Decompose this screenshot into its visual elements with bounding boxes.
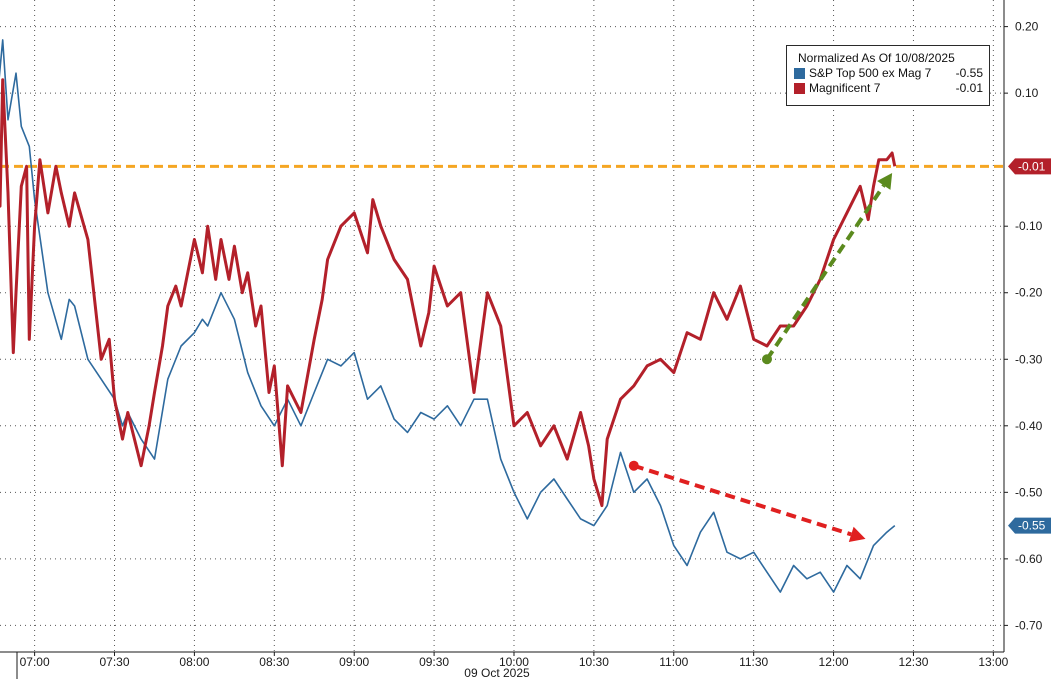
- annotation-arrow-head: [877, 172, 893, 190]
- annotation-arrow-start-dot: [628, 460, 639, 471]
- y-tick-label: 0.20: [1015, 20, 1039, 34]
- x-tick-label: 09:00: [339, 655, 369, 669]
- y-tick-label: 0.10: [1015, 86, 1039, 100]
- x-tick-label: 10:00: [499, 655, 529, 669]
- x-tick-label: 10:30: [579, 655, 609, 669]
- x-tick-label: 08:30: [259, 655, 289, 669]
- x-axis-ticks: 07:00 07:30 08:00 08:30 09:00 09:30 10:00 10:30…: [16, 652, 1009, 679]
- x-tick-label: 07:30: [99, 655, 129, 669]
- legend: Normalized As Of 10/08/2025 S&P Top 500 …: [786, 45, 990, 106]
- x-tick-label: 08:00: [179, 655, 209, 669]
- series-layer: [0, 39, 897, 593]
- legend-value: -0.01: [955, 81, 983, 95]
- annotation-arrows: [628, 172, 893, 543]
- x-axis-date-label: 09 Oct 2025: [464, 666, 530, 679]
- annotation-arrow-head: [848, 526, 866, 543]
- y-tick-label: -0.50: [1015, 485, 1043, 499]
- x-tick-label: 13:00: [978, 655, 1008, 669]
- y-tick-label: -0.70: [1015, 618, 1043, 632]
- legend-swatch-sp-ex-mag7: [794, 68, 805, 79]
- y-tick-label: -0.10: [1015, 219, 1043, 233]
- series-line-mag7: [0, 78, 897, 508]
- end-label-flag: [1008, 517, 1051, 534]
- end-label-flag: [1008, 158, 1051, 175]
- y-tick-label: -0.60: [1015, 552, 1043, 566]
- y-tick-label: -0.20: [1015, 286, 1043, 300]
- legend-item-sp-ex-mag7: S&P Top 500 ex Mag 7 -0.55: [794, 66, 983, 81]
- grid-lines: [0, 0, 1004, 652]
- y-tick-label: -0.30: [1015, 352, 1043, 366]
- x-tick-label: 11:30: [739, 655, 768, 669]
- annotation-arrow-start-dot: [761, 354, 772, 365]
- legend-item-mag7: Magnificent 7 -0.01: [794, 81, 983, 96]
- x-tick-label: 11:00: [659, 655, 688, 669]
- y-tick-label: -0.40: [1015, 419, 1043, 433]
- series-line-sp-ex-mag7: [0, 39, 896, 593]
- end-labels: -0.01 -0.55: [1008, 158, 1051, 534]
- x-tick-label: 09:30: [419, 655, 449, 669]
- legend-value: -0.55: [955, 66, 983, 80]
- x-tick-label: 07:00: [20, 655, 50, 669]
- legend-swatch-mag7: [794, 83, 805, 94]
- y-axis-ticks: 0.20 0.10 -0.10 -0.20 -0.30 -0.40 -0.50 -0.60 -0…: [1004, 20, 1043, 632]
- x-tick-label: 12:30: [898, 655, 928, 669]
- legend-title: Normalized As Of 10/08/2025: [798, 51, 955, 65]
- legend-label: Magnificent 7: [809, 81, 881, 95]
- end-label-text: -0.01: [1018, 159, 1046, 173]
- legend-label: S&P Top 500 ex Mag 7: [809, 66, 932, 80]
- annotation-arrow-line: [633, 463, 852, 537]
- x-tick-label: 12:00: [819, 655, 849, 669]
- end-label-text: -0.55: [1018, 519, 1046, 533]
- annotation-arrow-line: [765, 184, 886, 361]
